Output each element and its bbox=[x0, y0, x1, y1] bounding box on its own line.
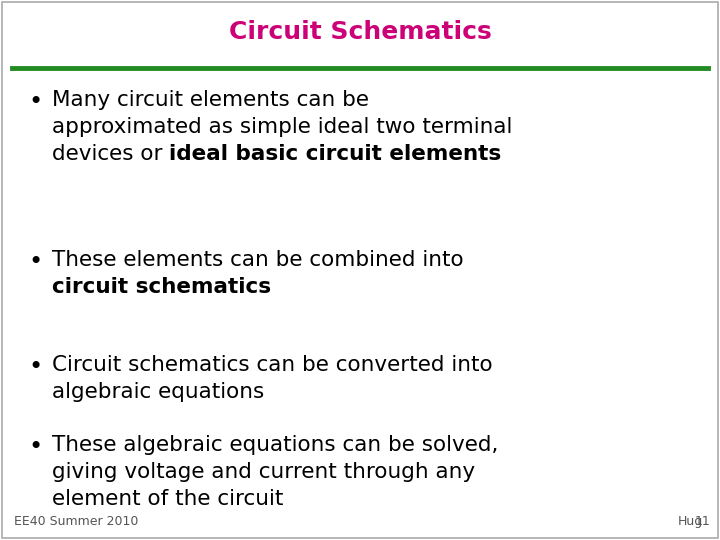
Text: 11: 11 bbox=[694, 515, 710, 528]
Text: giving voltage and current through any: giving voltage and current through any bbox=[52, 462, 475, 482]
Text: Circuit schematics can be converted into: Circuit schematics can be converted into bbox=[52, 355, 492, 375]
Text: EE40 Summer 2010: EE40 Summer 2010 bbox=[14, 515, 138, 528]
Text: •: • bbox=[28, 355, 42, 379]
Text: •: • bbox=[28, 250, 42, 274]
Text: circuit schematics: circuit schematics bbox=[52, 277, 271, 297]
Text: •: • bbox=[28, 90, 42, 114]
Text: Circuit Schematics: Circuit Schematics bbox=[229, 20, 491, 44]
Text: devices or: devices or bbox=[52, 144, 169, 164]
Text: ideal basic circuit elements: ideal basic circuit elements bbox=[169, 144, 502, 164]
Text: •: • bbox=[28, 435, 42, 459]
Text: These algebraic equations can be solved,: These algebraic equations can be solved, bbox=[52, 435, 498, 455]
Text: algebraic equations: algebraic equations bbox=[52, 382, 264, 402]
Text: approximated as simple ideal two terminal: approximated as simple ideal two termina… bbox=[52, 117, 513, 137]
Text: Many circuit elements can be: Many circuit elements can be bbox=[52, 90, 369, 110]
Text: Hug: Hug bbox=[678, 515, 703, 528]
Text: These elements can be combined into: These elements can be combined into bbox=[52, 250, 464, 270]
Text: element of the circuit: element of the circuit bbox=[52, 489, 284, 509]
